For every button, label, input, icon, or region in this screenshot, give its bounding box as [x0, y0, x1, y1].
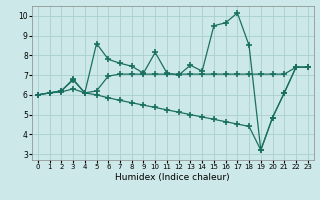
X-axis label: Humidex (Indice chaleur): Humidex (Indice chaleur): [116, 173, 230, 182]
